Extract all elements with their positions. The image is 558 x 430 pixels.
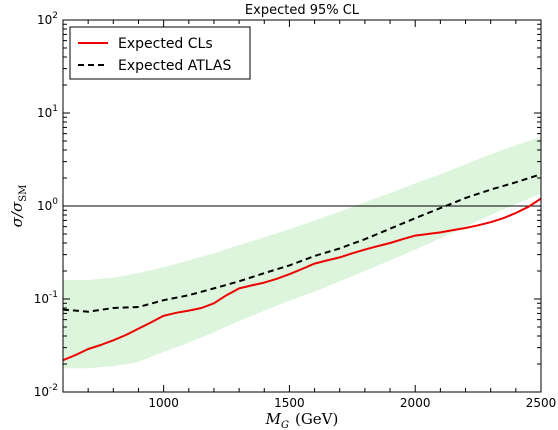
y-tick-label-exp: 0	[52, 197, 58, 207]
uncertainty-band	[63, 137, 541, 369]
legend-label-expected-cls: Expected CLs	[118, 36, 213, 52]
y-tick-label: 10-1	[34, 290, 58, 306]
series-line-1	[63, 173, 541, 313]
plot-layer	[63, 137, 541, 369]
x-tick-label: 2500	[526, 396, 557, 410]
y-tick-label-base: 10	[34, 385, 49, 399]
y-tick-label-exp: 2	[52, 11, 58, 21]
y-tick-label: 102	[37, 11, 58, 27]
x-tick-label: 1000	[148, 396, 179, 410]
legend: Expected CLs Expected ATLAS	[69, 26, 251, 80]
y-tick-label-base: 10	[37, 13, 52, 27]
svg-text:σ/σSM: σ/σSM	[8, 185, 29, 228]
y-tick-label-base: 10	[34, 292, 49, 306]
x-axis-label: MG (GeV)	[265, 410, 339, 430]
y-tick-label: 100	[37, 197, 58, 213]
y-tick-label: 10-2	[34, 383, 58, 399]
x-tick-label: 1500	[274, 396, 305, 410]
y-tick-label-base: 10	[37, 199, 52, 213]
plot-area	[63, 137, 541, 369]
y-tick-label: 101	[37, 104, 58, 120]
y-axis-label: σ/σSM	[8, 185, 29, 228]
y-tick-label-exp: -1	[49, 290, 58, 300]
y-tick-label-base: 10	[37, 106, 52, 120]
y-tick-label-exp: -2	[49, 383, 58, 393]
legend-label-expected-atlas: Expected ATLAS	[118, 58, 232, 74]
y-tick-label-exp: 1	[52, 104, 58, 114]
series-line-0	[63, 197, 541, 362]
legend-box	[69, 26, 251, 80]
chart-title: Expected 95% CL	[245, 3, 360, 18]
x-tick-label: 2000	[400, 396, 431, 410]
